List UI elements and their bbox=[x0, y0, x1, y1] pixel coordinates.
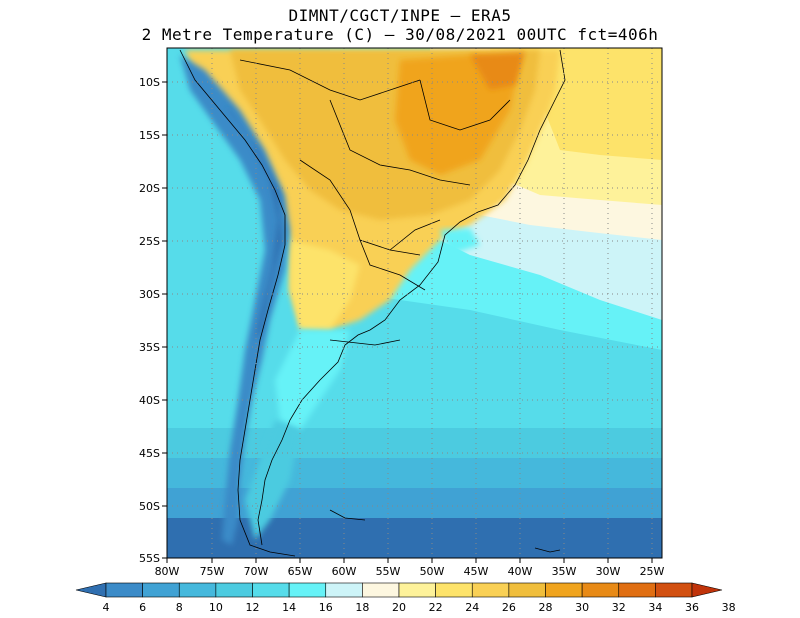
colorbar-label: 28 bbox=[539, 601, 553, 614]
lon-label-50w: 50W bbox=[420, 565, 445, 578]
lon-label-80w: 80W bbox=[155, 565, 180, 578]
colorbar-label: 8 bbox=[176, 601, 183, 614]
colorbar-label: 26 bbox=[502, 601, 516, 614]
colorbar-label: 18 bbox=[355, 601, 369, 614]
lat-label-50s: 50S bbox=[139, 500, 160, 513]
colorbar-swatch bbox=[75, 582, 107, 598]
colorbar-label: 22 bbox=[429, 601, 443, 614]
colorbar-label: 10 bbox=[209, 601, 223, 614]
colorbar: 4 6 8 10 12 14 16 18 20 22 24 26 28 30 32 34 36 38 bbox=[75, 582, 736, 614]
lon-label-65w: 65W bbox=[288, 565, 313, 578]
coastlines bbox=[179, 49, 566, 557]
colorbar-swatch bbox=[618, 582, 656, 598]
colorbar-swatch bbox=[288, 582, 327, 598]
colorbar-swatch bbox=[215, 582, 253, 598]
colorbar-swatch bbox=[142, 582, 180, 598]
latitude-labels: 10S 15S 20S 25S 30S 35S 40S 45S 50S 55S bbox=[139, 76, 160, 565]
lat-label-35s: 35S bbox=[139, 341, 160, 354]
lat-label-10s: 10S bbox=[139, 76, 160, 89]
colorbar-label: 20 bbox=[392, 601, 406, 614]
title-line-2: 2 Metre Temperature (C) – 30/08/2021 00U… bbox=[141, 25, 659, 44]
lat-label-40s: 40S bbox=[139, 394, 160, 407]
lat-label-45s: 45S bbox=[139, 447, 160, 460]
longitude-labels: 80W 75W 70W 65W 60W 55W 50W 45W 40W 35W … bbox=[155, 565, 665, 578]
lon-label-60w: 60W bbox=[332, 565, 357, 578]
colorbar-label: 14 bbox=[282, 601, 296, 614]
lon-label-45w: 45W bbox=[464, 565, 489, 578]
colorbar-label: 4 bbox=[103, 601, 110, 614]
colorbar-swatch bbox=[325, 582, 363, 598]
title-line-1: DIMNT/CGCT/INPE – ERA5 bbox=[288, 6, 512, 25]
lon-label-55w: 55W bbox=[376, 565, 401, 578]
temperature-field bbox=[167, 48, 662, 558]
axis-ticks bbox=[162, 81, 653, 563]
lon-label-40w: 40W bbox=[508, 565, 533, 578]
lon-label-35w: 35W bbox=[552, 565, 577, 578]
lat-label-20s: 20S bbox=[139, 182, 160, 195]
lon-label-75w: 75W bbox=[200, 565, 225, 578]
colorbar-label: 38 bbox=[722, 601, 736, 614]
colorbar-label: 34 bbox=[648, 601, 662, 614]
grid-lines bbox=[167, 48, 662, 558]
colorbar-swatch bbox=[691, 582, 723, 598]
colorbar-swatch bbox=[435, 582, 473, 598]
lon-label-30w: 30W bbox=[596, 565, 621, 578]
lat-label-55s: 55S bbox=[139, 552, 160, 565]
colorbar-swatch bbox=[471, 582, 510, 598]
colorbar-swatch bbox=[105, 582, 143, 598]
lat-label-30s: 30S bbox=[139, 288, 160, 301]
lon-label-70w: 70W bbox=[244, 565, 269, 578]
lat-label-15s: 15S bbox=[139, 129, 160, 142]
colorbar-label: 36 bbox=[685, 601, 699, 614]
lat-label-25s: 25S bbox=[139, 235, 160, 248]
colorbar-swatch bbox=[581, 582, 620, 598]
colorbar-label: 16 bbox=[319, 601, 333, 614]
colorbar-label: 30 bbox=[575, 601, 589, 614]
colorbar-swatch bbox=[362, 582, 400, 598]
colorbar-swatch bbox=[545, 582, 583, 598]
colorbar-label: 6 bbox=[139, 601, 146, 614]
colorbar-label: 12 bbox=[246, 601, 260, 614]
lon-label-25w: 25W bbox=[640, 565, 665, 578]
colorbar-swatch bbox=[655, 582, 693, 598]
colorbar-label: 32 bbox=[612, 601, 626, 614]
colorbar-swatch bbox=[252, 582, 290, 598]
colorbar-swatch bbox=[508, 582, 546, 598]
colorbar-label: 24 bbox=[465, 601, 479, 614]
colorbar-swatch bbox=[178, 582, 217, 598]
colorbar-swatch bbox=[398, 582, 436, 598]
map-frame bbox=[166, 47, 663, 559]
